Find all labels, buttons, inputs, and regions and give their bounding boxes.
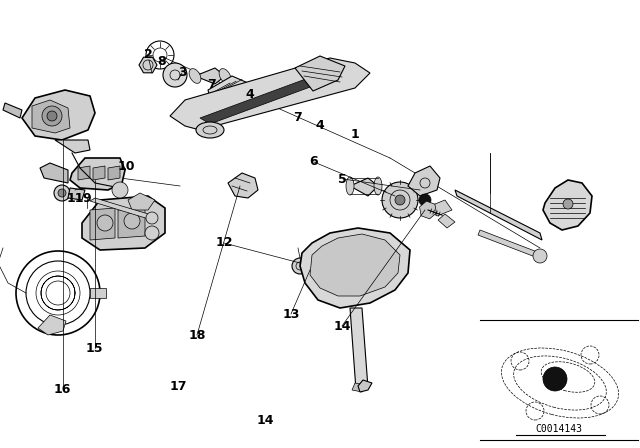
Circle shape [163, 63, 187, 87]
Text: 11: 11 [67, 191, 84, 205]
Polygon shape [310, 234, 400, 296]
Text: 13: 13 [282, 308, 300, 321]
Polygon shape [195, 68, 225, 84]
Ellipse shape [219, 69, 231, 83]
Text: 7: 7 [207, 78, 216, 91]
Polygon shape [350, 178, 378, 196]
Text: 9: 9 [82, 191, 91, 205]
Text: 17: 17 [169, 379, 187, 393]
Text: 12: 12 [215, 236, 233, 250]
Polygon shape [438, 214, 455, 228]
Ellipse shape [189, 69, 201, 83]
Polygon shape [430, 200, 452, 216]
Text: 18: 18 [188, 328, 206, 342]
Polygon shape [295, 56, 345, 91]
Polygon shape [3, 103, 22, 118]
Polygon shape [40, 163, 68, 183]
Polygon shape [543, 180, 592, 230]
Circle shape [146, 212, 158, 224]
Polygon shape [200, 70, 340, 124]
Text: 14: 14 [257, 414, 275, 427]
Polygon shape [32, 100, 70, 133]
Polygon shape [68, 188, 85, 200]
Polygon shape [108, 166, 120, 180]
Text: 8: 8 [157, 55, 166, 69]
Circle shape [382, 182, 418, 218]
Polygon shape [170, 58, 370, 130]
Polygon shape [408, 166, 440, 196]
Polygon shape [352, 383, 365, 392]
Circle shape [533, 249, 547, 263]
Polygon shape [350, 308, 368, 390]
Polygon shape [228, 173, 258, 198]
Polygon shape [455, 190, 542, 240]
Circle shape [543, 367, 567, 391]
Text: 7: 7 [293, 111, 302, 124]
Ellipse shape [346, 177, 354, 195]
Polygon shape [78, 166, 90, 180]
Polygon shape [300, 228, 410, 308]
Text: 1: 1 [351, 128, 360, 141]
Text: 5: 5 [338, 172, 347, 186]
Ellipse shape [374, 177, 382, 195]
Polygon shape [208, 76, 248, 113]
Text: 2: 2 [144, 48, 153, 61]
Text: 4: 4 [245, 87, 254, 101]
Polygon shape [70, 158, 125, 190]
Circle shape [54, 185, 70, 201]
Text: C0014143: C0014143 [536, 424, 582, 434]
Polygon shape [90, 288, 106, 298]
Text: 4: 4 [316, 119, 324, 132]
Polygon shape [55, 140, 90, 153]
Circle shape [395, 195, 405, 205]
Text: 14: 14 [333, 319, 351, 333]
Circle shape [145, 226, 159, 240]
Polygon shape [139, 57, 157, 73]
Polygon shape [90, 208, 115, 240]
Text: 3: 3 [178, 66, 187, 79]
Polygon shape [38, 315, 66, 335]
Circle shape [47, 111, 57, 121]
Polygon shape [128, 193, 155, 210]
Circle shape [419, 194, 431, 206]
Circle shape [58, 189, 66, 197]
Text: 16: 16 [54, 383, 72, 396]
Polygon shape [22, 90, 95, 140]
Text: 10: 10 [118, 160, 136, 173]
Circle shape [124, 213, 140, 229]
Ellipse shape [196, 122, 224, 138]
Polygon shape [90, 198, 155, 220]
Polygon shape [82, 196, 165, 250]
Text: 15: 15 [86, 342, 104, 355]
Polygon shape [478, 230, 540, 258]
Polygon shape [420, 201, 436, 219]
Circle shape [112, 182, 128, 198]
Circle shape [292, 258, 308, 274]
Polygon shape [358, 380, 372, 392]
Circle shape [97, 215, 113, 231]
Circle shape [563, 199, 573, 209]
Text: 6: 6 [309, 155, 318, 168]
Polygon shape [118, 208, 145, 238]
Circle shape [42, 106, 62, 126]
Polygon shape [93, 166, 105, 180]
